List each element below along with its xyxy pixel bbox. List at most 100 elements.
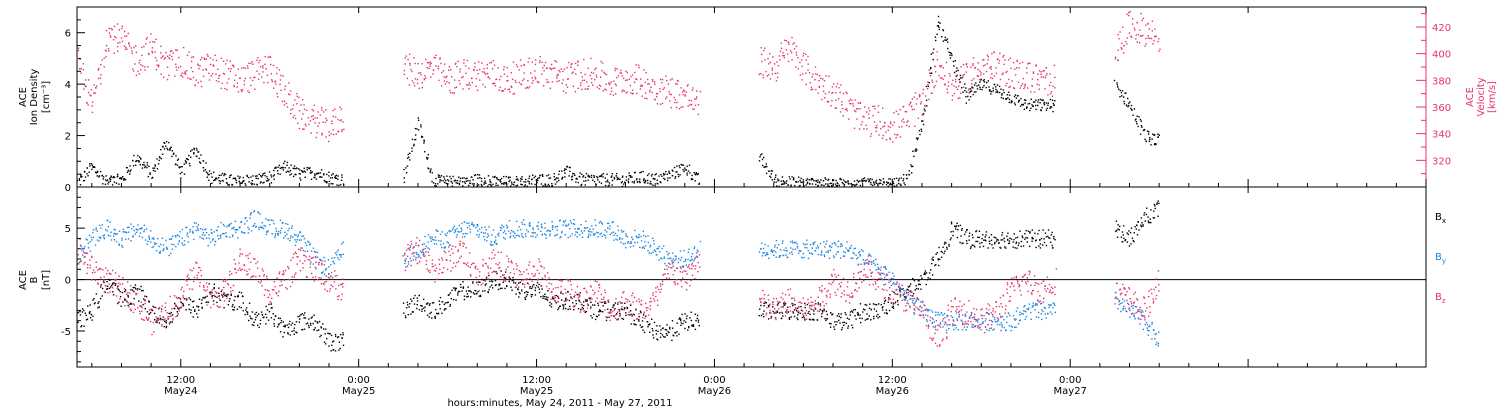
velocity-point [662,88,664,90]
velocity-point [776,72,779,74]
density-point [991,91,993,93]
by-point [764,254,766,257]
by-point [798,252,800,254]
density-point [665,171,667,173]
velocity-point [857,102,859,104]
by-point [782,240,784,242]
density-point [490,184,492,186]
bx-point [988,240,991,242]
bx-point [234,295,236,298]
density-point [525,178,527,181]
bx-point [797,314,799,316]
bx-point [338,349,340,351]
bx-point [494,279,497,282]
density-point [241,182,243,184]
velocity-point [640,84,643,86]
velocity-point [921,113,923,115]
density-point [331,174,333,176]
bx-point [978,230,981,232]
bx-point [83,325,85,327]
density-point [575,178,577,180]
density-point [692,178,694,180]
bx-point [1126,241,1129,243]
velocity-point [1140,12,1142,15]
density-point [468,184,470,187]
velocity-point [990,66,992,68]
density-point [195,147,198,150]
velocity-point [512,93,514,95]
velocity-point [335,116,337,118]
velocity-point [235,74,237,76]
by-point [247,232,250,234]
density-point [621,180,623,183]
velocity-point [878,134,880,136]
velocity-point [990,68,992,70]
by-point [185,226,188,228]
bx-point [168,323,171,325]
density-point [270,182,273,184]
density-point [184,160,187,162]
velocity-point [906,124,908,127]
density-point [132,165,135,167]
bx-point [840,313,842,315]
bx-point [1147,216,1149,218]
by-point [792,248,794,251]
velocity-point [641,85,643,87]
density-point [505,175,507,178]
density-point [802,181,805,183]
by-point [522,236,524,239]
bx-point [943,252,945,254]
bx-point [504,277,507,279]
density-point [690,178,693,181]
top-right-label-line1: ACE [1465,87,1476,107]
density-point [279,167,281,169]
density-point [528,175,531,177]
bx-point [447,301,449,303]
velocity-point [1126,37,1128,39]
density-point [992,87,994,89]
velocity-point [1151,20,1154,22]
by-point [544,233,546,235]
velocity-point [1049,73,1051,75]
velocity-point [310,132,312,134]
velocity-point [162,55,164,57]
by-point [435,243,438,245]
by-point [580,230,583,232]
bx-point [624,302,626,304]
bx-point [463,298,466,301]
bx-point [906,288,908,291]
by-point [681,256,683,259]
bx-point [920,288,922,290]
density-point [857,181,860,183]
velocity-point [675,106,678,109]
density-point [873,181,875,183]
density-point [581,173,583,175]
density-point [584,184,586,186]
velocity-point [972,64,974,67]
density-point [409,159,411,161]
bx-point [160,308,163,310]
density-point [836,185,839,187]
velocity-point [191,56,193,59]
velocity-point [974,66,977,69]
bx-point [99,297,102,300]
density-point [118,183,120,185]
density-point [104,179,107,181]
by-point [115,241,118,243]
bx-point [455,299,457,301]
bx-point [465,290,468,292]
bx-point [968,239,970,241]
by-point [537,221,539,224]
bx-point [874,303,876,306]
by-point [139,228,141,230]
by-point [771,251,774,253]
velocity-point [1149,37,1151,40]
velocity-point [147,66,149,68]
bx-point [620,308,623,310]
bx-point [1158,202,1160,205]
density-point [929,72,931,74]
velocity-point [1047,94,1049,96]
velocity-point [772,56,774,58]
density-point [187,158,189,161]
bx-point [1047,229,1050,231]
